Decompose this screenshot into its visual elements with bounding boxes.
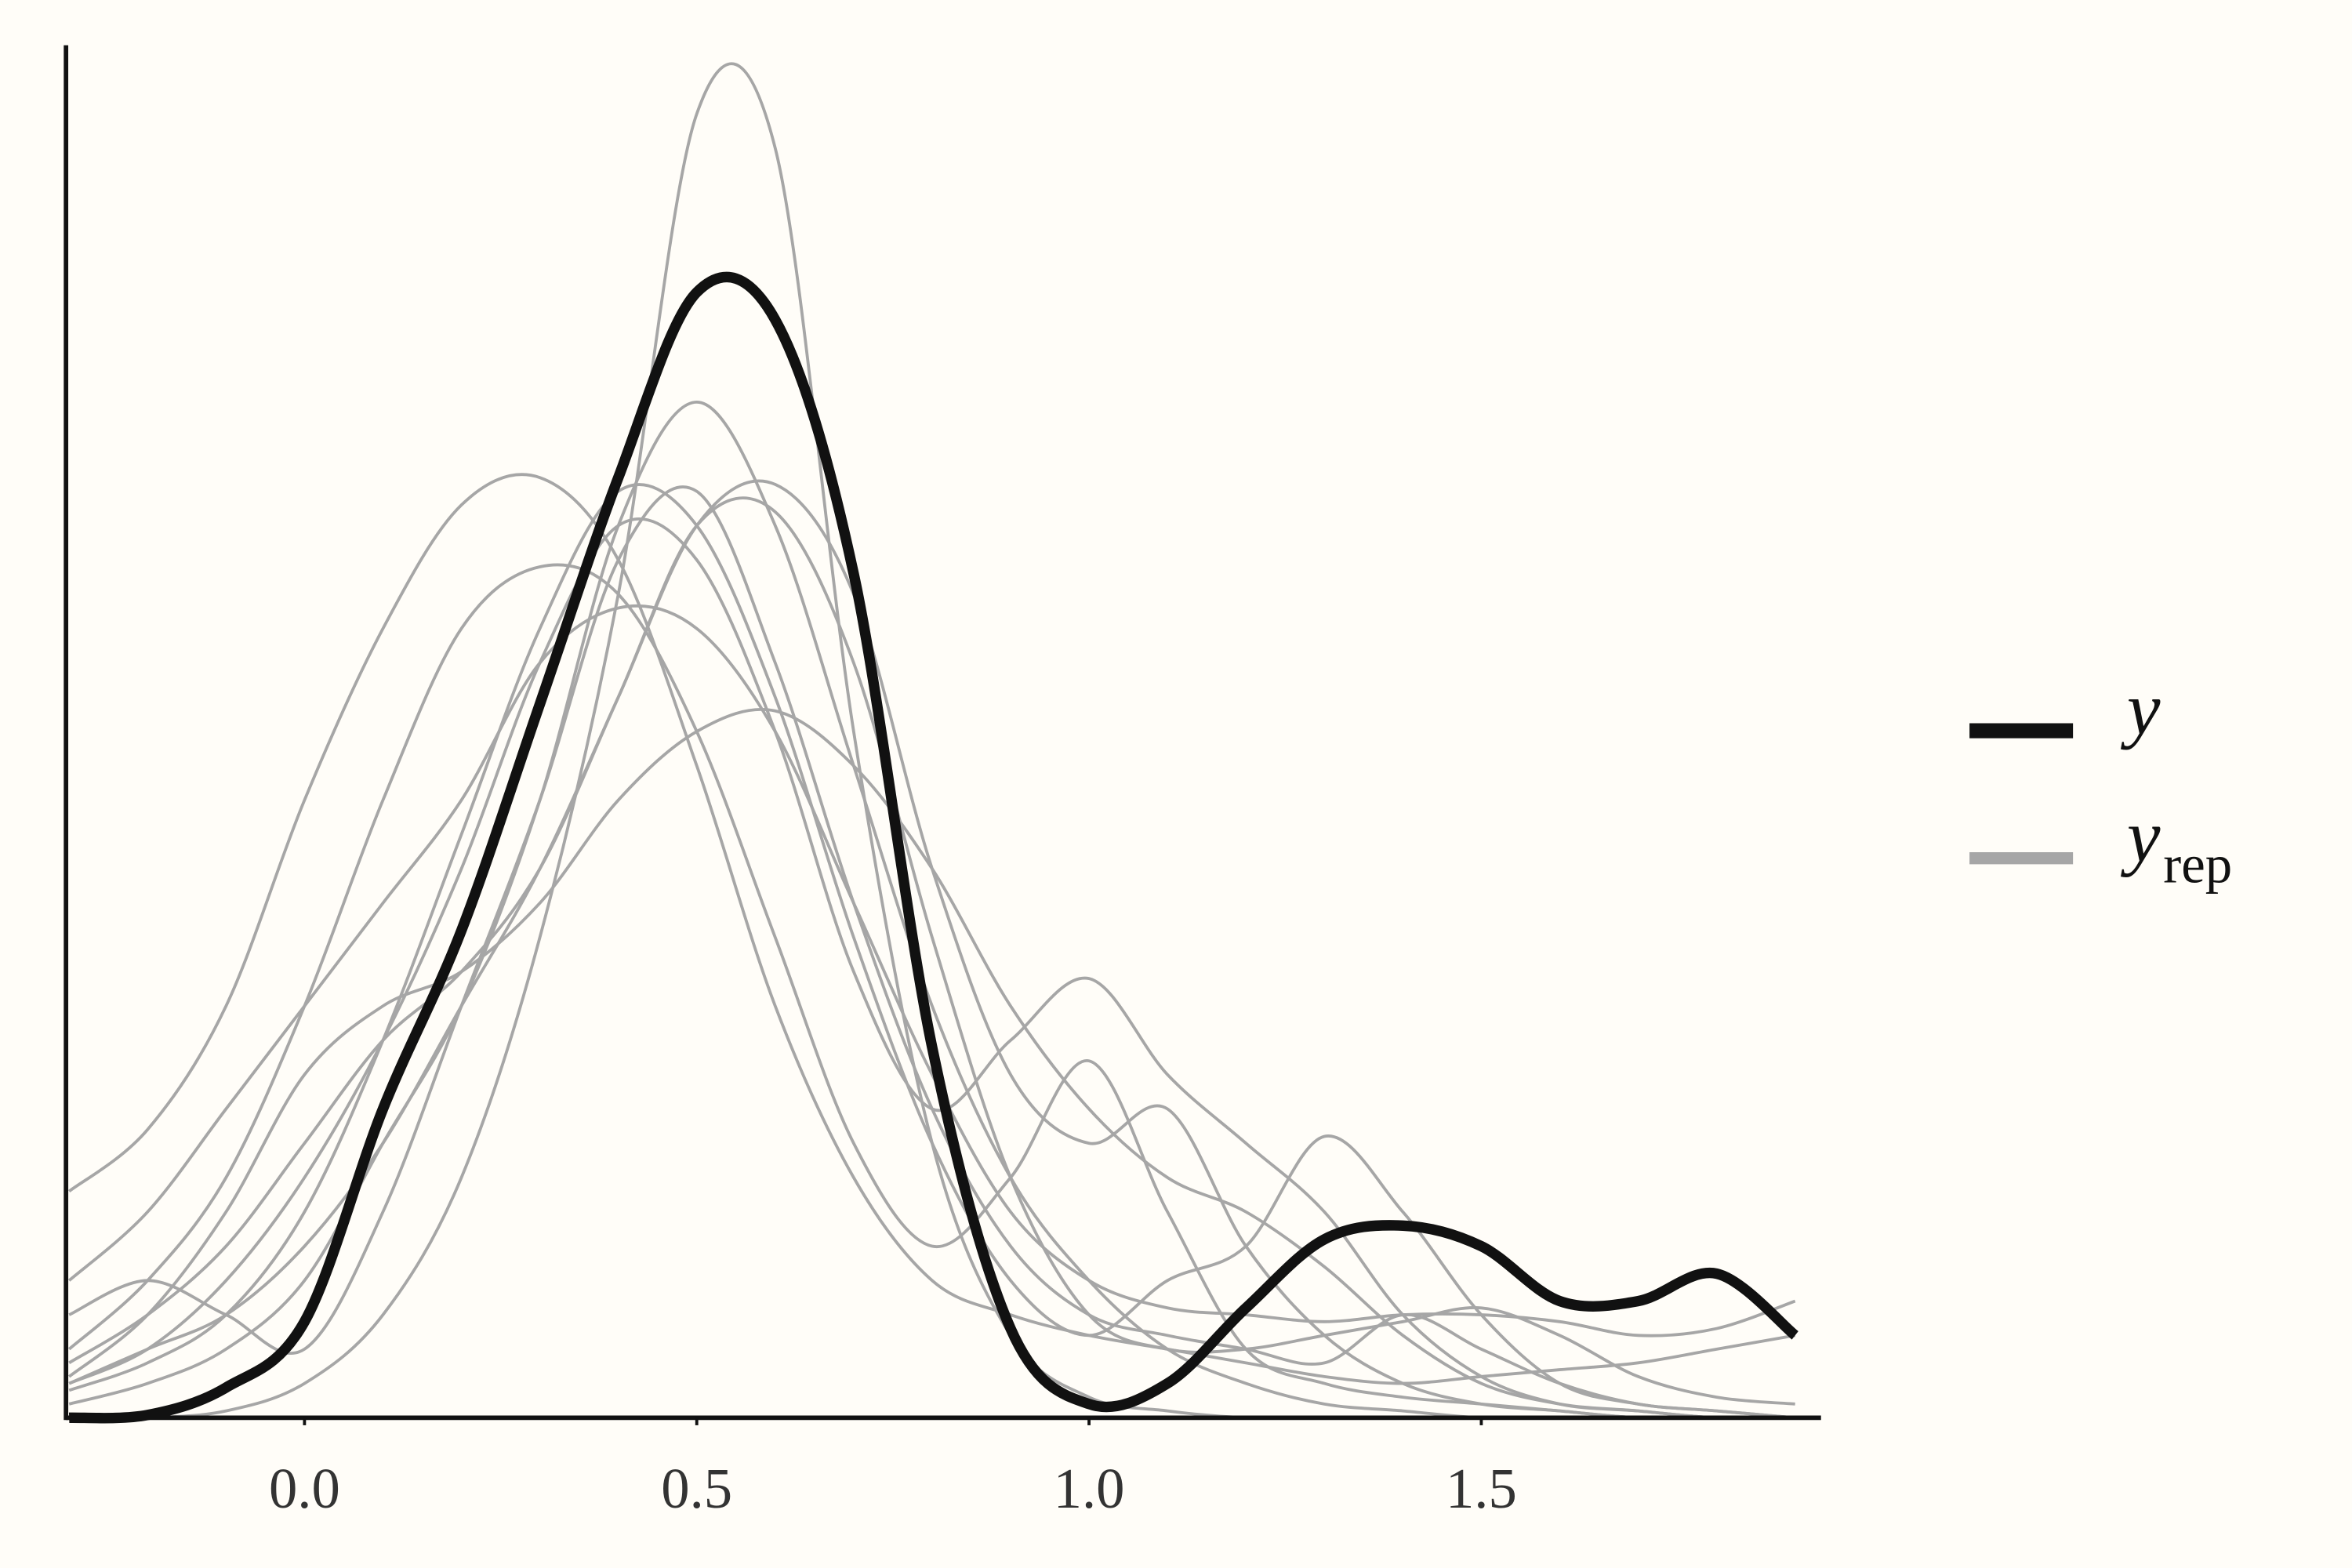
replicate-line [69, 62, 1795, 1420]
replicate-line [68, 483, 1795, 1420]
replicate-line [68, 517, 1795, 1420]
x-tick-label: 0.0 [269, 1457, 340, 1520]
x-tick-label: 1.0 [1054, 1457, 1125, 1520]
x-tick-label: 1.5 [1446, 1457, 1517, 1520]
legend-label: y [2121, 667, 2161, 750]
legend-subscript: rep [2163, 834, 2232, 894]
replicate-line [68, 485, 1795, 1420]
observed-line [68, 271, 1799, 1424]
replicate-line [68, 707, 1795, 1420]
replicate-line [67, 563, 1795, 1420]
replicate-line [68, 479, 1795, 1420]
legend-label: y rep [2121, 795, 2232, 895]
x-tick-label: 0.5 [661, 1457, 732, 1520]
replicate-line [67, 604, 1796, 1338]
legend-text: y [2121, 667, 2161, 750]
legend-text: y [2121, 795, 2161, 878]
